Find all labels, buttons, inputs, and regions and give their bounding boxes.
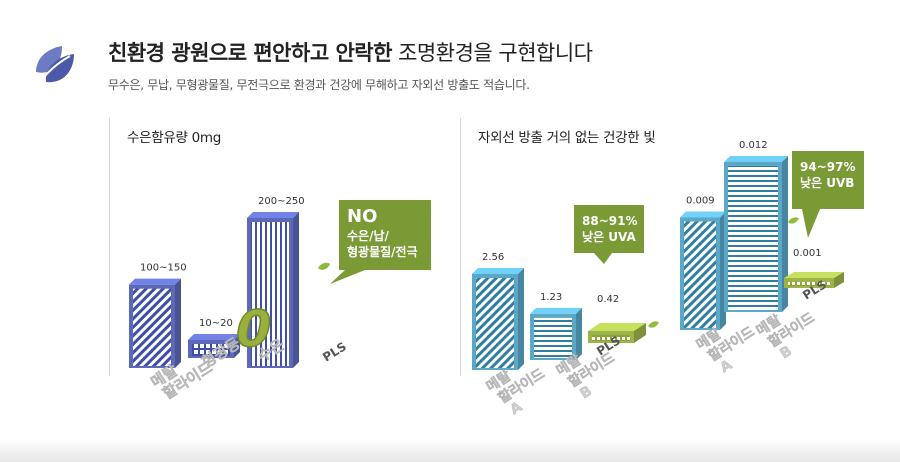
- right-panel-divider: [460, 118, 461, 376]
- uvb-leaf-icon: [788, 217, 799, 224]
- uvb-pls-value-label: 0.001: [793, 248, 822, 259]
- uva-pls-value-label: 0.42: [597, 294, 619, 305]
- uva-bar-1: [472, 268, 524, 370]
- uvb-pls-bar: [784, 272, 844, 288]
- uva-bar-1-front: [476, 278, 514, 368]
- uvb-bar-1-front: [684, 221, 716, 328]
- uva-bar-1-side: [518, 268, 524, 370]
- uva-pls-bar-top: [588, 323, 646, 331]
- metal-halide-bar-side: [175, 278, 181, 368]
- uva-pls-bar-front: [592, 335, 630, 341]
- uva-bar-2-value-label: 1.23: [540, 292, 562, 303]
- uvb-bar-2-front: [728, 166, 778, 310]
- mercury-callout-title: NO: [347, 206, 377, 227]
- uvb-callout-line: 94~97%: [800, 160, 855, 174]
- mercury-chart-title: 수은함유량 0mg: [127, 130, 222, 146]
- mercury-bar-front: [251, 222, 289, 366]
- uva-bar-2-front: [534, 317, 572, 358]
- mercury-bar-top: [247, 212, 299, 218]
- fluorescent-bar-front: [192, 344, 230, 356]
- mercury-callout-line: 수은/납/: [347, 229, 390, 243]
- metal-halide-bar-front: [133, 288, 171, 366]
- fluorescent-bar: [188, 334, 240, 358]
- fluorescent-bar-top: [188, 334, 240, 340]
- uvb-bar-2-top: [724, 156, 788, 162]
- uva-bar-2-side: [576, 307, 582, 360]
- metal-halide-bar: [129, 278, 181, 368]
- mercury-callout-box: [330, 200, 431, 284]
- uva-bar-1-value-label: 2.56: [482, 252, 504, 263]
- uvb-callout: 94~97%낮은 UVB: [792, 151, 864, 238]
- uvb-bar-2-side: [782, 156, 788, 312]
- left-panel-divider: [109, 118, 110, 376]
- metal-halide-bar-top: [129, 278, 181, 285]
- uvb-callout-box: [792, 151, 864, 238]
- uva-pls-bar-side: [634, 323, 646, 343]
- uva-metal-b-label-line: B: [577, 383, 595, 402]
- mercury-bar: [247, 212, 299, 368]
- metal-halide-bar-value-label: 100~150: [140, 263, 187, 274]
- header: 친환경 광원으로 편안하고 안락한 조명환경을 구현합니다 무수은, 무납, 무…: [0, 0, 900, 110]
- uvb-callout-line: 낮은 UVB: [800, 175, 854, 190]
- uvb-pls-bar-top: [784, 272, 844, 278]
- uva-bar-1-top: [472, 268, 524, 274]
- uva-callout-line: 낮은 UVA: [582, 229, 636, 244]
- uva-bar-2-top: [530, 307, 582, 314]
- uva-leaf-icon: [648, 321, 659, 328]
- page-title: 친환경 광원으로 편안하고 안락한 조명환경을 구현합니다: [108, 37, 593, 67]
- mercury-bar-value-label: 200~250: [258, 196, 305, 207]
- uv-chart-title: 자외선 방출 거의 없는 건강한 빛: [478, 130, 656, 146]
- mercury-callout: NO 수은/납/형광물질/전극: [330, 200, 431, 284]
- uvb-bar-1-value-label: 0.009: [686, 196, 715, 207]
- pls-zero-label: PLS: [320, 339, 349, 364]
- title-rest: 조명환경을 구현합니다: [398, 41, 593, 65]
- uvb-bar-1-top: [680, 211, 726, 218]
- uvb-bar-2-value-label: 0.012: [739, 140, 768, 151]
- uva-pls-bar: [588, 323, 646, 343]
- mercury-leaf-icon: [318, 262, 330, 270]
- uvb-bar-2: [724, 156, 788, 312]
- uva-callout-line: 88~91%: [582, 214, 637, 228]
- fluorescent-bar-value-label: 10~20: [199, 318, 233, 329]
- uvb-bar-1: [680, 211, 726, 330]
- floor-shadow: [0, 440, 900, 462]
- fluorescent-bar-side: [234, 334, 240, 358]
- mercury-callout-line: 형광물질/전극: [347, 244, 418, 259]
- uva-callout-box: [574, 205, 644, 264]
- uvb-pls-bar-front: [788, 282, 830, 286]
- uvb-metal-b-label-line: B: [777, 343, 795, 362]
- uva-callout: 88~91%낮은 UVA: [574, 205, 644, 264]
- leaf-logo-icon: [36, 46, 74, 83]
- uva-bar-2: [530, 307, 582, 360]
- title-bold: 친환경 광원으로 편안하고 안락한: [108, 41, 392, 65]
- uvb-pls-bar-side: [834, 272, 844, 288]
- mercury-bar-side: [293, 212, 299, 368]
- page-subtitle: 무수은, 무납, 무형광물질, 무전극으로 환경과 건강에 무해하고 자외선 방…: [108, 78, 530, 92]
